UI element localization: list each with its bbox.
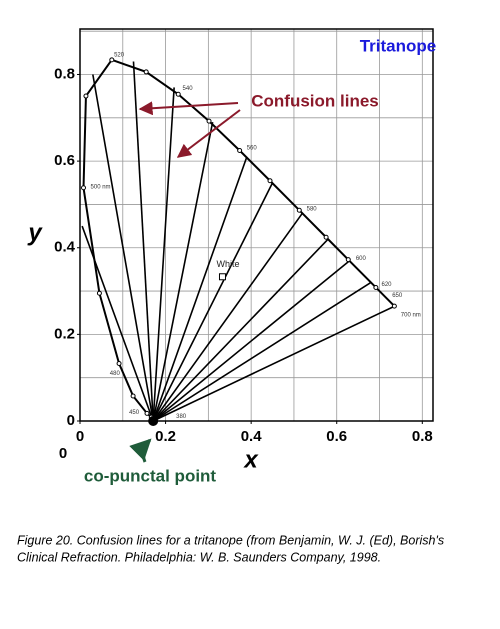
caption: Clinical Refraction. Philadelphia: W. B.… <box>17 550 381 564</box>
plot-frame <box>79 28 434 422</box>
locus-point <box>96 290 102 296</box>
annotation: co-punctal point <box>84 466 217 485</box>
wavelength-label: 600 <box>356 256 367 262</box>
wavelength-label: 560 <box>247 146 258 152</box>
arrow <box>138 101 239 116</box>
locus-point <box>373 284 379 290</box>
confusion-line <box>152 182 274 422</box>
locus-point <box>83 93 89 99</box>
annotation: Confusion lines <box>251 91 379 110</box>
locus-point <box>323 234 329 240</box>
corner-label: 0 <box>59 445 67 462</box>
confusion-line <box>152 238 329 422</box>
locus-point <box>391 303 397 309</box>
locus-point <box>130 393 136 399</box>
wavelength-label: 650 <box>392 293 403 299</box>
spectral-locus <box>82 58 396 420</box>
x-tick-label: 0.2 <box>155 428 176 445</box>
locus-point <box>143 69 149 75</box>
locus-point <box>81 185 87 191</box>
wavelength-label: 580 <box>307 206 318 212</box>
locus-point <box>267 178 273 184</box>
x-tick-label: 0.6 <box>326 428 347 445</box>
confusion-line <box>92 74 154 422</box>
confusion-line <box>152 121 214 422</box>
confusion-line <box>152 87 175 422</box>
wavelength-label: 520 <box>114 53 125 59</box>
arrow <box>129 438 152 463</box>
y-tick-label: 0.4 <box>54 239 76 256</box>
wavelength-label: 380 <box>176 414 187 420</box>
white-point <box>218 273 226 281</box>
confusion-line <box>152 260 351 422</box>
plot: 0 0.2 0.4 0.6 0.8 0 0.2 0.4 0.6 0.8 White 520 540 560… <box>54 28 434 445</box>
caption: Figure 20. Confusion lines for a tritano… <box>17 533 444 547</box>
locus-point <box>345 257 351 263</box>
y-tick-label: 0.8 <box>54 65 75 82</box>
confusion-line <box>132 61 154 422</box>
locus-point <box>206 118 212 124</box>
x-tick-label: 0.4 <box>241 428 263 445</box>
wavelength-label: 620 <box>382 282 393 288</box>
x-tick-label: 0 <box>76 428 84 445</box>
locus-point <box>116 361 122 367</box>
x-tick-label: 0.8 <box>412 428 433 445</box>
y-axis-label: y <box>27 219 43 246</box>
wavelength-label: 500 nm <box>91 185 111 191</box>
locus-point <box>237 147 243 153</box>
wavelength-label: 450 <box>129 410 140 416</box>
confusion-line <box>152 156 248 422</box>
locus-point <box>296 207 302 213</box>
white-point-label: White <box>216 259 239 269</box>
confusion-line <box>152 212 304 422</box>
x-axis-label: x <box>242 446 259 473</box>
confusion-line <box>152 305 395 422</box>
confusion-line <box>152 281 372 422</box>
copunctal-point <box>148 416 159 426</box>
y-tick-label: 0 <box>67 412 75 429</box>
wavelength-label: 700 nm <box>401 312 421 318</box>
chart-title: Tritanope <box>360 36 437 55</box>
locus-point <box>109 57 115 63</box>
wavelength-label: 540 <box>183 86 194 92</box>
y-tick-label: 0.6 <box>54 152 75 169</box>
y-tick-label: 0.2 <box>54 325 75 342</box>
locus-point <box>175 91 181 97</box>
locus-point <box>144 410 150 416</box>
arrow <box>176 109 241 158</box>
wavelength-label: 480 <box>110 371 121 377</box>
